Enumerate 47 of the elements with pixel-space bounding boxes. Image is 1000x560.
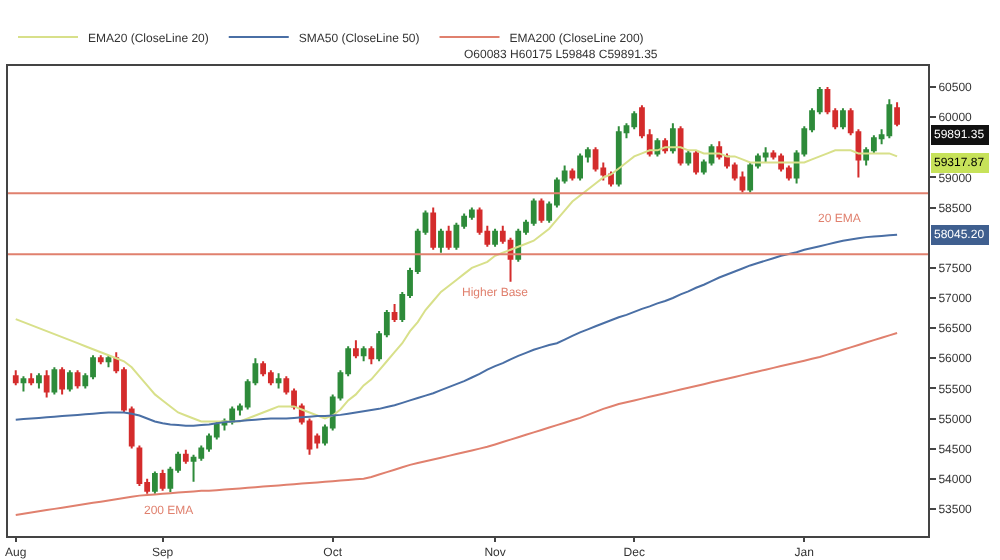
- line-series: [14, 233, 899, 427]
- candlestick: [152, 470, 158, 495]
- candlestick: [36, 372, 42, 390]
- candlestick: [762, 146, 769, 164]
- candlestick: [631, 110, 638, 131]
- candlestick: [275, 372, 282, 390]
- candlestick: [677, 125, 684, 167]
- candlestick: [90, 354, 96, 381]
- candlestick: [840, 107, 846, 131]
- candlestick: [59, 366, 66, 396]
- candlestick: [182, 448, 189, 465]
- candlestick: [747, 161, 754, 194]
- candlestick: [608, 170, 614, 188]
- candlestick: [391, 303, 398, 324]
- candlestick: [12, 369, 19, 387]
- candlestick: [97, 354, 104, 366]
- candlestick: [886, 98, 893, 140]
- candlestick: [229, 405, 236, 426]
- candlestick: [577, 152, 583, 182]
- candlestick: [105, 354, 112, 369]
- candlestick: [267, 369, 274, 387]
- candlestick: [20, 375, 27, 393]
- candlestick: [159, 468, 166, 492]
- candlestick: [190, 453, 197, 483]
- candlestick: [206, 432, 212, 453]
- candlestick: [468, 206, 475, 221]
- candlestick: [445, 224, 452, 251]
- line-series: [14, 331, 899, 516]
- candlestick: [353, 339, 359, 360]
- line-series: [14, 146, 899, 423]
- candlestick: [530, 197, 537, 227]
- candlestick: [368, 345, 375, 366]
- candlestick: [66, 369, 73, 393]
- candlestick: [260, 360, 267, 378]
- candlestick: [430, 206, 437, 251]
- candlestick: [438, 227, 444, 254]
- candlestick: [28, 372, 35, 387]
- candlestick: [74, 369, 81, 390]
- candlestick: [615, 125, 622, 188]
- candlestick: [492, 227, 498, 248]
- candlestick: [360, 345, 367, 363]
- candlestick: [894, 101, 900, 128]
- candlestick: [569, 167, 576, 182]
- candlestick: [739, 170, 746, 194]
- candlestick: [693, 149, 699, 176]
- candlestick: [685, 149, 692, 167]
- candlestick: [43, 369, 50, 399]
